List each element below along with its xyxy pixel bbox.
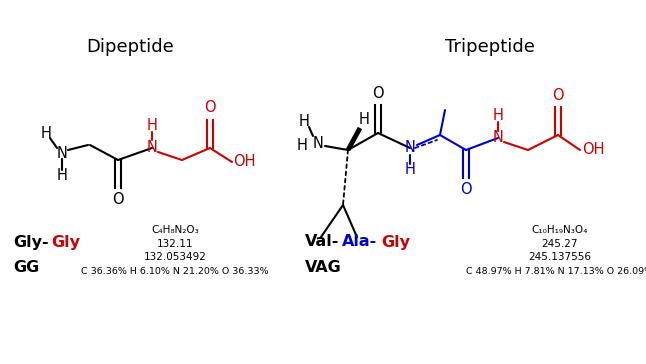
Text: C₁₀H₁₉N₃O₄: C₁₀H₁₉N₃O₄ xyxy=(532,225,589,235)
Text: 245.137556: 245.137556 xyxy=(528,252,592,262)
Text: Dipeptide: Dipeptide xyxy=(86,38,174,56)
Text: Val-: Val- xyxy=(305,234,339,249)
Text: H: H xyxy=(297,138,307,154)
Text: Ala-: Ala- xyxy=(342,234,377,249)
Text: C 48.97% H 7.81% N 17.13% O 26.09%: C 48.97% H 7.81% N 17.13% O 26.09% xyxy=(466,268,646,277)
Text: 245.27: 245.27 xyxy=(542,239,578,249)
Text: H: H xyxy=(359,112,370,127)
Text: H: H xyxy=(57,169,67,183)
Text: C₄H₈N₂O₃: C₄H₈N₂O₃ xyxy=(151,225,199,235)
Text: O: O xyxy=(112,193,124,207)
Text: OH: OH xyxy=(233,154,255,170)
Text: Gly-: Gly- xyxy=(13,234,48,249)
Text: H: H xyxy=(404,162,415,178)
Text: Tripeptide: Tripeptide xyxy=(445,38,535,56)
Text: H: H xyxy=(147,119,158,134)
Text: GG: GG xyxy=(13,261,39,276)
Text: N: N xyxy=(147,141,158,155)
Text: O: O xyxy=(372,86,384,100)
Text: Gly: Gly xyxy=(381,234,410,249)
Text: 132.11: 132.11 xyxy=(157,239,193,249)
Text: O: O xyxy=(552,87,564,103)
Text: O: O xyxy=(204,100,216,115)
Text: C 36.36% H 6.10% N 21.20% O 36.33%: C 36.36% H 6.10% N 21.20% O 36.33% xyxy=(81,268,269,277)
Text: H: H xyxy=(298,114,309,128)
Text: H: H xyxy=(492,108,503,123)
Text: N: N xyxy=(492,131,503,146)
Text: O: O xyxy=(460,182,472,198)
Text: N: N xyxy=(404,141,415,155)
Text: 132.053492: 132.053492 xyxy=(143,252,207,262)
Text: Gly: Gly xyxy=(51,234,80,249)
Text: OH: OH xyxy=(582,142,604,158)
Text: VAG: VAG xyxy=(305,261,342,276)
Text: N: N xyxy=(57,146,67,161)
Text: N: N xyxy=(313,135,324,150)
Text: H: H xyxy=(41,126,52,141)
